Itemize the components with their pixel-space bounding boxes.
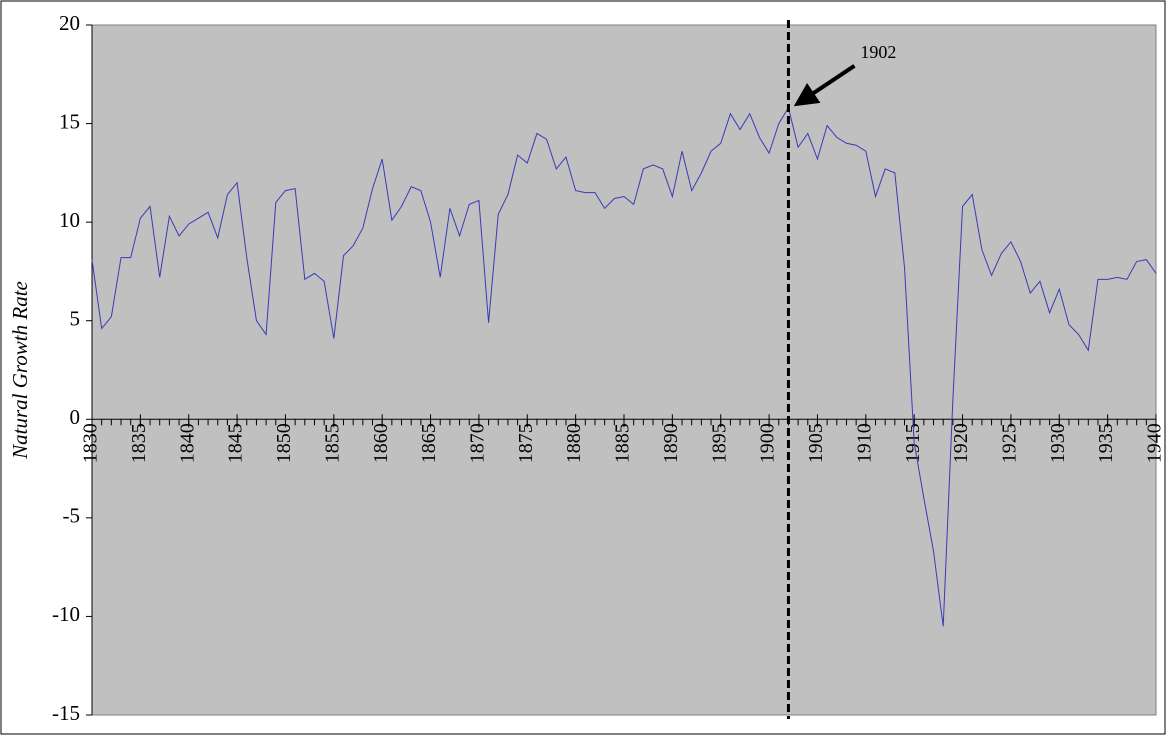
annotation-label: 1902 xyxy=(860,42,896,62)
annotation-arrow xyxy=(793,64,856,107)
x-tick-label: 1940 xyxy=(1144,423,1166,463)
y-tick-label: -10 xyxy=(52,602,80,626)
x-tick-label: 1870 xyxy=(467,423,489,463)
y-tick-label: 20 xyxy=(59,11,80,35)
y-axis-label: Natural Growth Rate xyxy=(8,281,32,460)
x-tick-label: 1845 xyxy=(225,423,247,463)
plot-area xyxy=(91,24,1157,716)
y-tick-label: 5 xyxy=(70,307,81,331)
x-tick-label: 1890 xyxy=(660,423,682,463)
x-tick-label: 1885 xyxy=(612,423,634,463)
x-tick-label: 1925 xyxy=(999,423,1021,463)
x-tick-label: 1930 xyxy=(1047,423,1069,463)
x-tick-label: 1935 xyxy=(1095,423,1117,463)
y-tick-label: 0 xyxy=(70,405,81,429)
x-tick-label: 1860 xyxy=(370,423,392,463)
x-tick-label: 1835 xyxy=(128,423,150,463)
x-tick-label: 1875 xyxy=(515,423,537,463)
y-tick-label: 15 xyxy=(59,109,80,133)
y-tick-label: 10 xyxy=(59,208,80,232)
y-tick-label: -5 xyxy=(63,504,81,528)
x-tick-label: 1920 xyxy=(950,423,972,463)
x-tick-label: 1910 xyxy=(853,423,875,463)
series-line xyxy=(91,106,1157,627)
x-tick-label: 1865 xyxy=(418,423,440,463)
x-tick-label: 1900 xyxy=(757,423,779,463)
x-tick-label: 1895 xyxy=(708,423,730,463)
x-tick-label: 1830 xyxy=(80,423,102,463)
x-tick-label: 1880 xyxy=(563,423,585,463)
x-tick-label: 1850 xyxy=(273,423,295,463)
x-tick-label: 1905 xyxy=(805,423,827,463)
y-tick-label: -15 xyxy=(52,701,80,725)
x-tick-label: 1915 xyxy=(902,423,924,463)
x-tick-label: 1840 xyxy=(176,423,198,463)
x-tick-label: 1855 xyxy=(321,423,343,463)
